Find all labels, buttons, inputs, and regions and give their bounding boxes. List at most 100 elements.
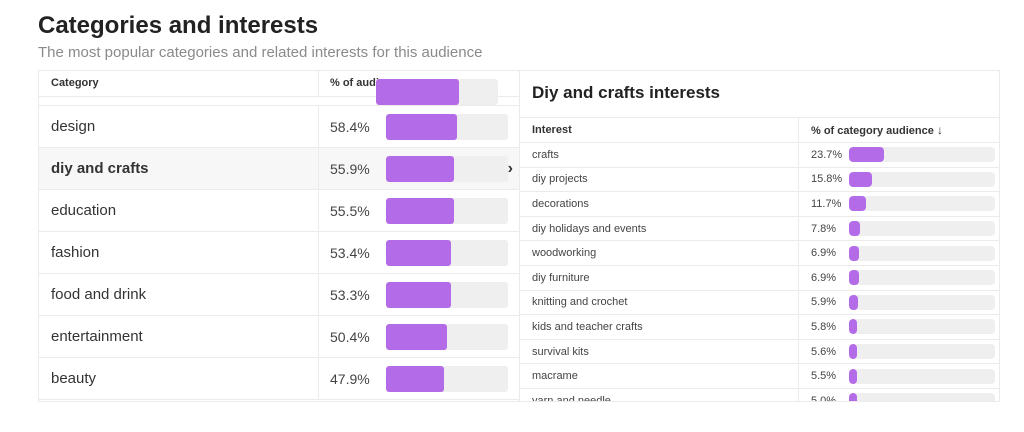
bar-fill <box>849 196 867 212</box>
table-header: Interest % of category audience ↓ <box>520 118 999 143</box>
interest-percent: 5.9% <box>811 296 837 309</box>
interest-name: diy projects <box>520 167 799 192</box>
bar-track <box>849 294 995 310</box>
interest-percent: 11.7% <box>811 197 842 210</box>
column-header-category[interactable]: Category <box>39 71 319 96</box>
table-row[interactable]: woodworking 6.9% <box>520 241 999 266</box>
table-row[interactable]: crafts 23.7% <box>520 143 999 168</box>
bar-fill <box>386 113 458 140</box>
bar-fill <box>386 239 452 266</box>
interest-name: knitting and crochet <box>520 290 799 315</box>
category-percent: 55.9% <box>330 160 370 177</box>
bar-track <box>849 270 995 286</box>
category-name: design <box>39 106 319 147</box>
bar-track <box>849 368 995 384</box>
bar-track <box>849 245 995 261</box>
bar-fill <box>386 281 452 308</box>
category-percent: 47.9% <box>330 370 370 387</box>
table-row[interactable]: diy and crafts 55.9% › <box>39 148 519 190</box>
bar-fill <box>849 270 860 286</box>
category-percent: 53.4% <box>330 244 370 261</box>
column-header-label: % of category audience <box>811 125 934 137</box>
bar-fill <box>386 197 454 224</box>
bar-fill <box>849 319 858 335</box>
bar-fill <box>386 365 445 392</box>
bar-fill <box>386 155 455 182</box>
bar-fill <box>849 245 860 261</box>
category-name: diy and crafts <box>39 148 319 189</box>
interest-name: macrame <box>520 364 799 388</box>
interest-name: kids and teacher crafts <box>520 315 799 339</box>
interest-percent: 5.0% <box>811 394 837 402</box>
column-header-interest[interactable]: Interest <box>520 118 799 142</box>
table-row[interactable]: yarn and needle 5.0% <box>520 388 999 402</box>
interest-name: decorations <box>520 192 799 216</box>
table-row[interactable]: decorations 11.7% <box>520 192 999 217</box>
interest-name: diy holidays and events <box>520 216 799 241</box>
table-row[interactable]: diy furniture 6.9% <box>520 265 999 291</box>
interest-name: survival kits <box>520 339 799 364</box>
bar-track <box>849 147 995 163</box>
interest-name: diy furniture <box>520 265 799 290</box>
category-percent: 58.4% <box>330 118 370 135</box>
bar-track <box>849 171 995 187</box>
table-row[interactable]: education 55.5% <box>39 190 519 232</box>
bar-fill <box>849 221 861 237</box>
interests-panel: Diy and crafts interests Interest % of c… <box>519 70 1000 402</box>
bar-track <box>386 281 508 308</box>
table-row[interactable]: design 58.4% <box>39 106 519 148</box>
table-row[interactable] <box>39 79 519 106</box>
interest-percent: 5.5% <box>811 370 837 383</box>
bar-track <box>849 221 995 237</box>
bar-track <box>849 196 995 212</box>
category-name: education <box>39 190 319 231</box>
category-percent: 55.5% <box>330 202 370 219</box>
category-name: entertainment <box>39 316 319 357</box>
arrow-down-icon: ↓ <box>936 123 943 137</box>
panel-title: Diy and crafts interests <box>520 71 999 118</box>
interest-percent: 5.6% <box>811 345 837 358</box>
bar-fill <box>849 368 858 384</box>
interest-percent: 5.8% <box>811 320 837 333</box>
bar-track <box>386 239 508 266</box>
table-row[interactable]: fashion 53.4% <box>39 232 519 274</box>
interest-percent: 23.7% <box>811 148 843 161</box>
column-header-category-audience[interactable]: % of category audience ↓ <box>799 118 943 142</box>
bar-track <box>849 393 995 401</box>
table-row[interactable]: diy projects 15.8% <box>520 167 999 193</box>
category-name: fashion <box>39 232 319 273</box>
table-row[interactable]: knitting and crochet 5.9% <box>520 290 999 316</box>
category-name: food and drink <box>39 274 319 315</box>
bar-track <box>376 79 498 105</box>
bar-track <box>386 197 508 224</box>
interest-percent: 7.8% <box>811 222 837 235</box>
bar-track <box>386 365 508 392</box>
table-row[interactable]: food and drink 53.3% <box>39 274 519 316</box>
bar-fill <box>849 171 873 187</box>
page-subtitle: The most popular categories and related … <box>38 44 483 61</box>
table-row[interactable]: survival kits 5.6% <box>520 339 999 365</box>
category-percent: 53.3% <box>330 286 370 303</box>
interest-percent: 6.9% <box>811 247 837 260</box>
table-row[interactable]: beauty 47.9% <box>39 358 519 400</box>
page-title: Categories and interests <box>38 12 319 39</box>
chevron-right-icon[interactable]: › <box>507 159 513 177</box>
interest-name: crafts <box>520 143 799 167</box>
bar-fill <box>376 79 459 105</box>
bar-track <box>849 344 995 360</box>
bar-track <box>386 323 508 350</box>
table-row[interactable]: diy holidays and events 7.8% <box>520 216 999 242</box>
table-row[interactable]: kids and teacher crafts 5.8% <box>520 315 999 340</box>
bar-fill <box>849 147 884 163</box>
interest-percent: 15.8% <box>811 173 843 186</box>
categories-table: Category % of audience design 58.4% diy … <box>38 70 519 402</box>
table-row[interactable]: entertainment 50.4% <box>39 316 519 358</box>
interest-percent: 6.9% <box>811 271 837 284</box>
bar-fill <box>849 393 857 401</box>
bar-track <box>386 155 508 182</box>
interest-name: yarn and needle <box>520 388 799 401</box>
category-name: beauty <box>39 358 319 399</box>
interest-name: woodworking <box>520 241 799 265</box>
table-row[interactable]: macrame 5.5% <box>520 364 999 389</box>
bar-fill <box>849 294 858 310</box>
